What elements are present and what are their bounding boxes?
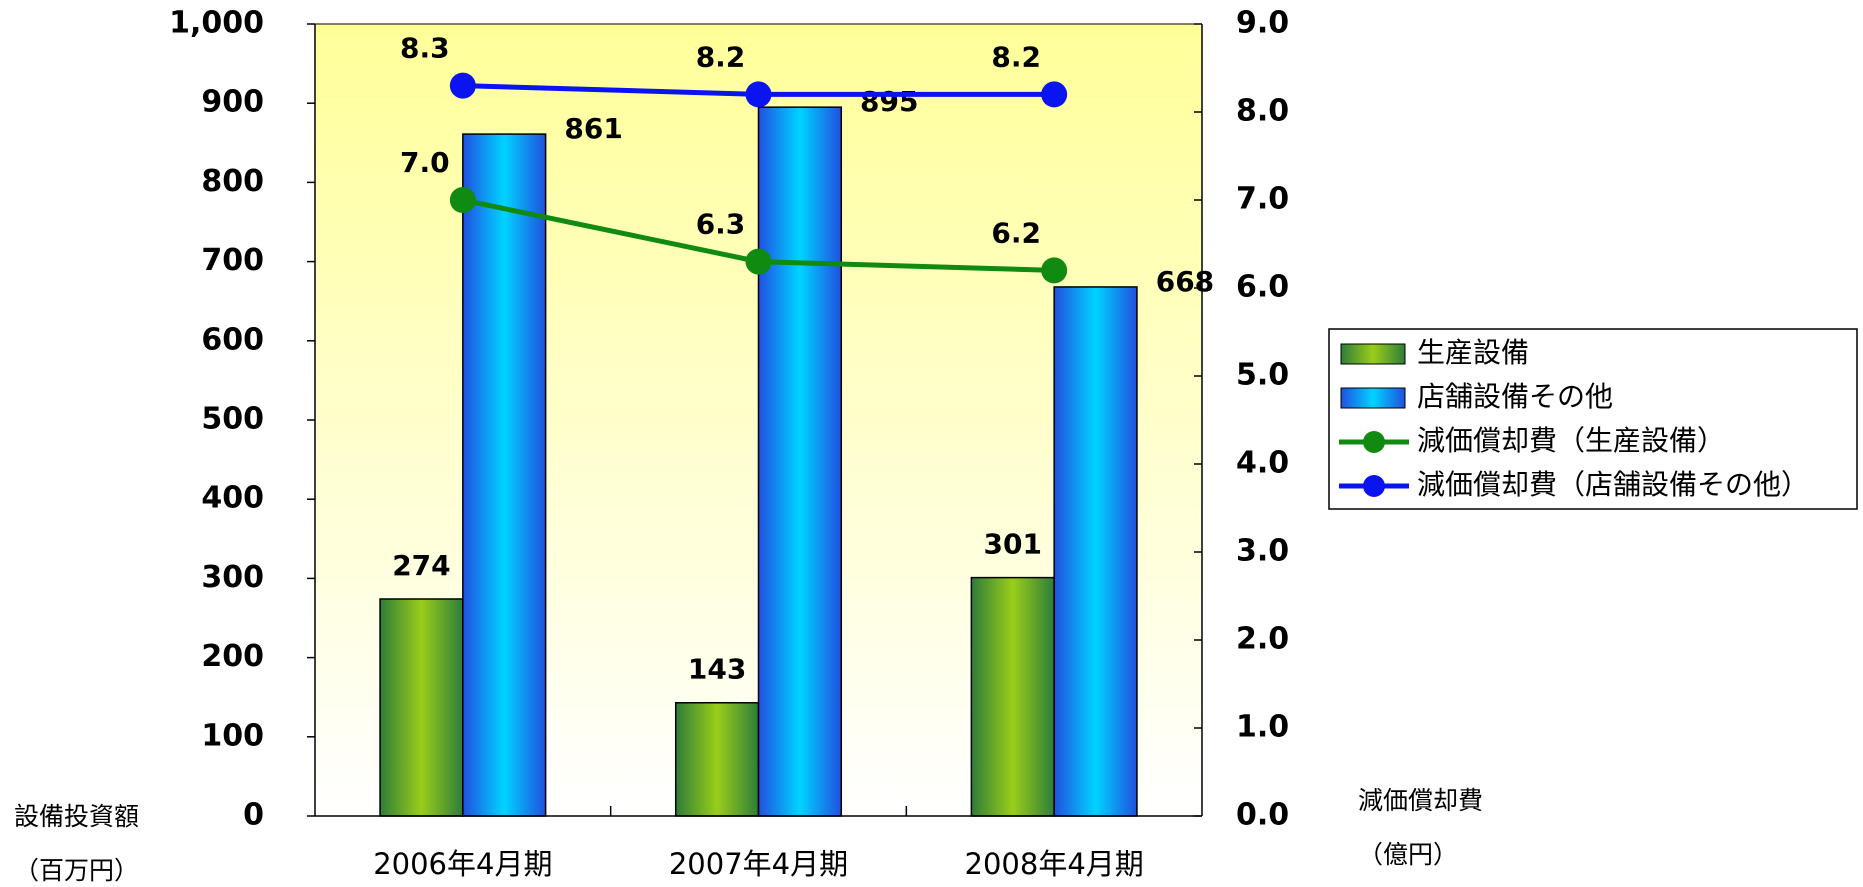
legend-swatch <box>1363 431 1385 453</box>
line-point <box>745 81 772 108</box>
bar-value-label: 143 <box>688 653 746 686</box>
legend-label: 減価償却費（生産設備） <box>1417 424 1725 457</box>
y2-tick-label: 8.0 <box>1236 94 1289 129</box>
bar <box>757 106 843 817</box>
line-value-label: 6.2 <box>991 216 1041 249</box>
bar <box>970 576 1055 817</box>
line-value-label: 8.2 <box>696 40 746 73</box>
x-tick-label: 2006年4月期 <box>373 847 552 881</box>
legend-label: 店舗設備その他 <box>1417 380 1613 413</box>
legend-label: 減価償却費（店舗設備その他） <box>1417 468 1809 501</box>
legend-swatch <box>1363 475 1385 497</box>
bar <box>379 598 464 817</box>
legend-box <box>1328 328 1858 510</box>
y2-tick-label: 2.0 <box>1236 622 1289 657</box>
y-tick-label: 0 <box>243 798 264 833</box>
y2-axis-label: （億円） <box>1358 840 1458 869</box>
y2-tick-label: 1.0 <box>1236 710 1289 745</box>
bar-value-label: 301 <box>984 528 1042 561</box>
x-tick-label: 2008年4月期 <box>965 847 1144 881</box>
line-value-label: 8.2 <box>991 40 1041 73</box>
line-value-label: 7.0 <box>400 146 450 179</box>
legend-label: 生産設備 <box>1417 336 1529 369</box>
y-axis-label: （百万円） <box>14 856 139 885</box>
y-tick-label: 800 <box>201 164 264 199</box>
y2-tick-label: 5.0 <box>1236 358 1289 393</box>
y-axis-label: 設備投資額 <box>14 802 139 831</box>
line-point <box>449 72 476 99</box>
line-point <box>449 187 476 213</box>
y2-tick-label: 0.0 <box>1236 798 1289 833</box>
y2-tick-label: 6.0 <box>1236 270 1289 305</box>
bar <box>674 701 760 817</box>
bar <box>462 133 547 817</box>
y-tick-label: 300 <box>201 560 264 595</box>
y2-tick-label: 4.0 <box>1236 446 1289 481</box>
legend-swatch <box>1340 387 1406 409</box>
bar-value-label: 274 <box>392 549 450 582</box>
y2-tick-label: 9.0 <box>1236 6 1289 41</box>
bar <box>1053 286 1138 817</box>
y2-tick-label: 3.0 <box>1236 534 1289 569</box>
y-tick-label: 1,000 <box>169 6 264 41</box>
line-value-label: 6.3 <box>696 208 746 241</box>
line-value-label: 8.3 <box>400 32 450 65</box>
y-tick-label: 700 <box>201 243 264 278</box>
y2-axis-label: 減価償却費 <box>1358 786 1483 815</box>
legend-swatch <box>1340 343 1406 365</box>
bar-value-label: 668 <box>1156 265 1214 298</box>
bar-value-label: 895 <box>860 85 918 118</box>
x-tick-label: 2007年4月期 <box>669 847 848 881</box>
y-tick-label: 100 <box>201 718 264 753</box>
y-tick-label: 400 <box>201 481 264 516</box>
line-point <box>745 248 772 275</box>
y2-tick-label: 7.0 <box>1236 182 1289 217</box>
y-tick-label: 600 <box>201 322 264 357</box>
line-point <box>1041 81 1068 108</box>
y-tick-label: 200 <box>201 639 264 674</box>
bar-value-label: 861 <box>564 112 622 145</box>
y-tick-label: 900 <box>201 85 264 120</box>
line-point <box>1041 257 1068 284</box>
y-tick-label: 500 <box>201 402 264 437</box>
